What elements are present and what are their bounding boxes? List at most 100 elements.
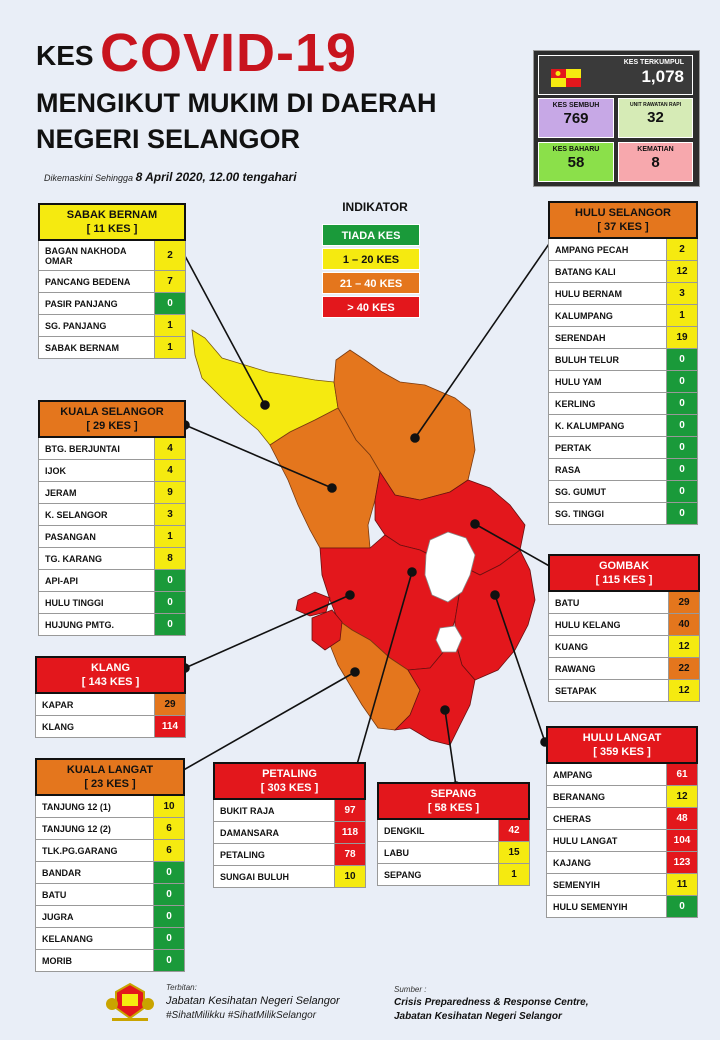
mukim-name: K. KALUMPANG [555,420,625,431]
mukim-cases: 0 [666,415,697,436]
mukim-cases: 10 [334,866,365,887]
mukim-row: SEPANG 1 [377,864,530,886]
district-header: HULU LANGAT [ 359 KES ] [546,726,698,764]
mukim-name: HULU TINGGI [45,597,104,608]
mukim-cases: 0 [153,884,184,905]
mukim-row: SABAK BERNAM 1 [38,337,186,359]
mukim-name: MORIB [42,955,72,966]
mukim-cases: 97 [334,800,365,821]
district-header: KUALA SELANGOR [ 29 KES ] [38,400,186,438]
district-sabak-bernam: SABAK BERNAM [ 11 KES ] BAGAN NAKHODA OMAR… [38,203,186,359]
mukim-row: TLK.PG.GARANG 6 [35,840,185,862]
summary-icu: UNIT RAWATAN RAPI 32 [618,98,693,138]
district-case-total: [ 29 KES ] [86,420,138,432]
mukim-cases: 2 [154,241,185,270]
mukim-cases: 123 [666,852,697,873]
mukim-name: SERENDAH [555,332,606,343]
mukim-row: BUKIT RAJA 97 [213,800,366,822]
mukim-name: BATU [555,597,580,608]
summary-icu-label: UNIT RAWATAN RAPI [630,102,681,108]
footer-sumber-line2: Jabatan Kesihatan Negeri Selangor [394,1011,562,1022]
district-case-total: [ 143 KES ] [81,676,140,688]
mukim-cases: 11 [666,874,697,895]
mukim-name: PERTAK [555,442,592,453]
mukim-cases: 0 [154,570,185,591]
mukim-row: DENGKIL 42 [377,820,530,842]
mukim-cases: 12 [666,786,697,807]
mukim-name: TANJUNG 12 (2) [42,823,111,834]
mukim-row: AMPANG PECAH 2 [548,239,698,261]
mukim-cases: 114 [154,716,185,737]
mukim-cases: 61 [666,764,697,785]
mukim-name: CHERAS [553,813,592,824]
mukim-name: RASA [555,464,581,475]
mukim-cases: 6 [153,818,184,839]
mukim-cases: 0 [154,293,185,314]
district-header: SABAK BERNAM [ 11 KES ] [38,203,186,241]
mukim-row: KALUMPANG 1 [548,305,698,327]
mukim-row: KAPAR 29 [35,694,186,716]
mukim-row: HULU KELANG 40 [548,614,700,636]
mukim-name: BATU [42,889,67,900]
header-line1: MENGIKUT MUKIM DI DAERAH [36,88,437,118]
mukim-row: KUANG 12 [548,636,700,658]
mukim-row: PASANGAN 1 [38,526,186,548]
map-island-ketam [295,591,331,617]
mukim-name: AMPANG PECAH [555,244,629,255]
mukim-cases: 0 [153,862,184,883]
summary-deaths-label: KEMATIAN [637,146,674,153]
mukim-row: LABU 15 [377,842,530,864]
mukim-cases: 1 [498,864,529,885]
mukim-row: RAWANG 22 [548,658,700,680]
mukim-name: PASANGAN [45,531,96,542]
mukim-cases: 0 [153,928,184,949]
indicator-21-40: 21 – 40 KES [322,272,420,294]
district-header: GOMBAK [ 115 KES ] [548,554,700,592]
mukim-name: KERLING [555,398,596,409]
mukim-cases: 0 [666,437,697,458]
map-island-indah [311,609,343,651]
mukim-name: KALUMPANG [555,310,613,321]
mukim-cases: 10 [153,796,184,817]
mukim-row: MORIB 0 [35,950,185,972]
mukim-row: KERLING 0 [548,393,698,415]
district-header: PETALING [ 303 KES ] [213,762,366,800]
mukim-cases: 15 [498,842,529,863]
mukim-cases: 12 [666,261,697,282]
district-name: KUALA SELANGOR [60,406,164,418]
mukim-name: SABAK BERNAM [45,342,119,353]
mukim-name: SEMENYIH [553,879,601,890]
mukim-cases: 0 [666,393,697,414]
mukim-cases: 12 [668,636,699,657]
mukim-row: SUNGAI BULUH 10 [213,866,366,888]
mukim-row: SG. PANJANG 1 [38,315,186,337]
mukim-name: BATANG KALI [555,266,616,277]
header-covid-title: COVID-19 [100,23,358,83]
district-case-total: [ 58 KES ] [427,802,480,814]
district-hulu-langat: HULU LANGAT [ 359 KES ] AMPANG 61 BERANANG 12… [546,726,698,918]
mukim-row: SEMENYIH 11 [546,874,698,896]
mukim-cases: 0 [666,349,697,370]
mukim-name: PASIR PANJANG [45,298,118,309]
summary-new-value: 58 [567,154,585,171]
mukim-row: BTG. BERJUNTAI 4 [38,438,186,460]
mukim-row: DAMANSARA 118 [213,822,366,844]
mukim-name: IJOK [45,465,67,476]
mukim-row: SERENDAH 19 [548,327,698,349]
mukim-cases: 78 [334,844,365,865]
mukim-name: K. SELANGOR [45,509,108,520]
mukim-cases: 1 [154,526,185,547]
district-klang: KLANG [ 143 KES ] KAPAR 29 KLANG 114 [35,656,186,738]
mukim-cases: 40 [668,614,699,635]
updated-line: Dikemaskini Sehingga 8 April 2020, 12.00… [44,170,297,184]
footer-terbitan-label: Terbitan: [166,983,197,992]
map-putrajaya [435,625,463,653]
mukim-cases: 1 [154,337,185,358]
mukim-row: SETAPAK 12 [548,680,700,702]
mukim-cases: 2 [666,239,697,260]
mukim-name: BERANANG [553,791,606,802]
district-hulu-selangor: HULU SELANGOR[ 37 KES ] AMPANG PECAH 2 BATA… [548,201,698,525]
footer-sumber-label: Sumber : [394,985,427,994]
district-name: KLANG [90,662,131,674]
mukim-name: HULU YAM [555,376,602,387]
